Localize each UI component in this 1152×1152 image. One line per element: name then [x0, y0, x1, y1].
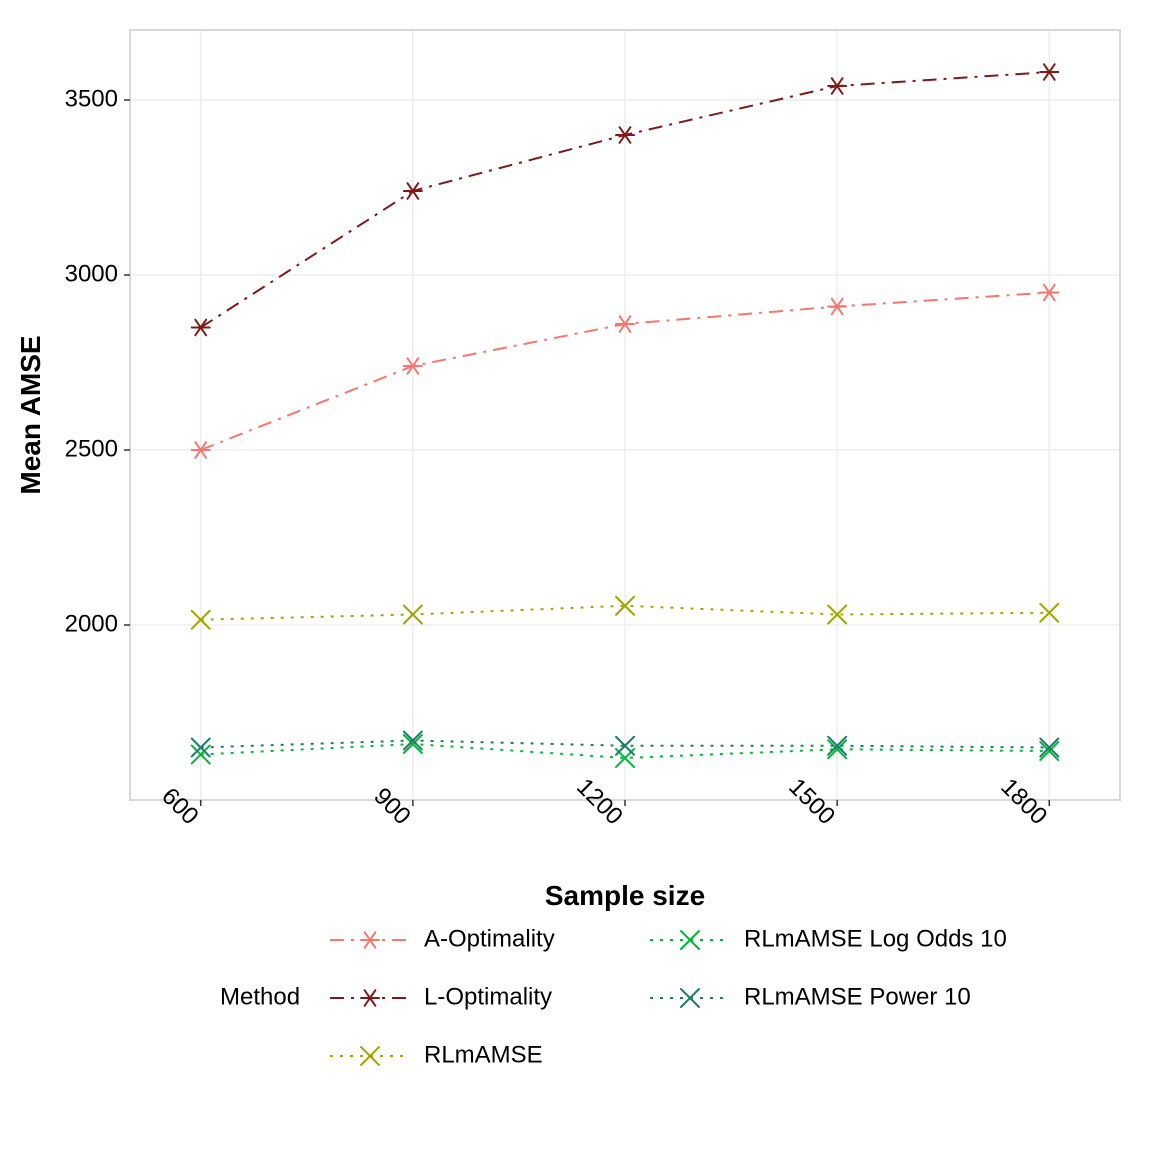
- y-axis-title: Mean AMSE: [15, 335, 46, 494]
- y-tick-label: 3500: [65, 85, 118, 112]
- chart-svg: 2000250030003500600900120015001800Mean A…: [0, 0, 1152, 1152]
- y-tick-label: 2000: [65, 610, 118, 637]
- chart-container: 2000250030003500600900120015001800Mean A…: [0, 0, 1152, 1152]
- legend-item-label: RLmAMSE Power 10: [744, 983, 971, 1010]
- x-axis-title: Sample size: [545, 880, 705, 911]
- y-tick-label: 2500: [65, 435, 118, 462]
- legend-item-label: RLmAMSE: [424, 1041, 543, 1068]
- legend-item-label: A-Optimality: [424, 925, 555, 952]
- y-tick-label: 3000: [65, 260, 118, 287]
- legend-title: Method: [220, 983, 300, 1010]
- legend-item-label: RLmAMSE Log Odds 10: [744, 925, 1007, 952]
- legend-item-label: L-Optimality: [424, 983, 552, 1010]
